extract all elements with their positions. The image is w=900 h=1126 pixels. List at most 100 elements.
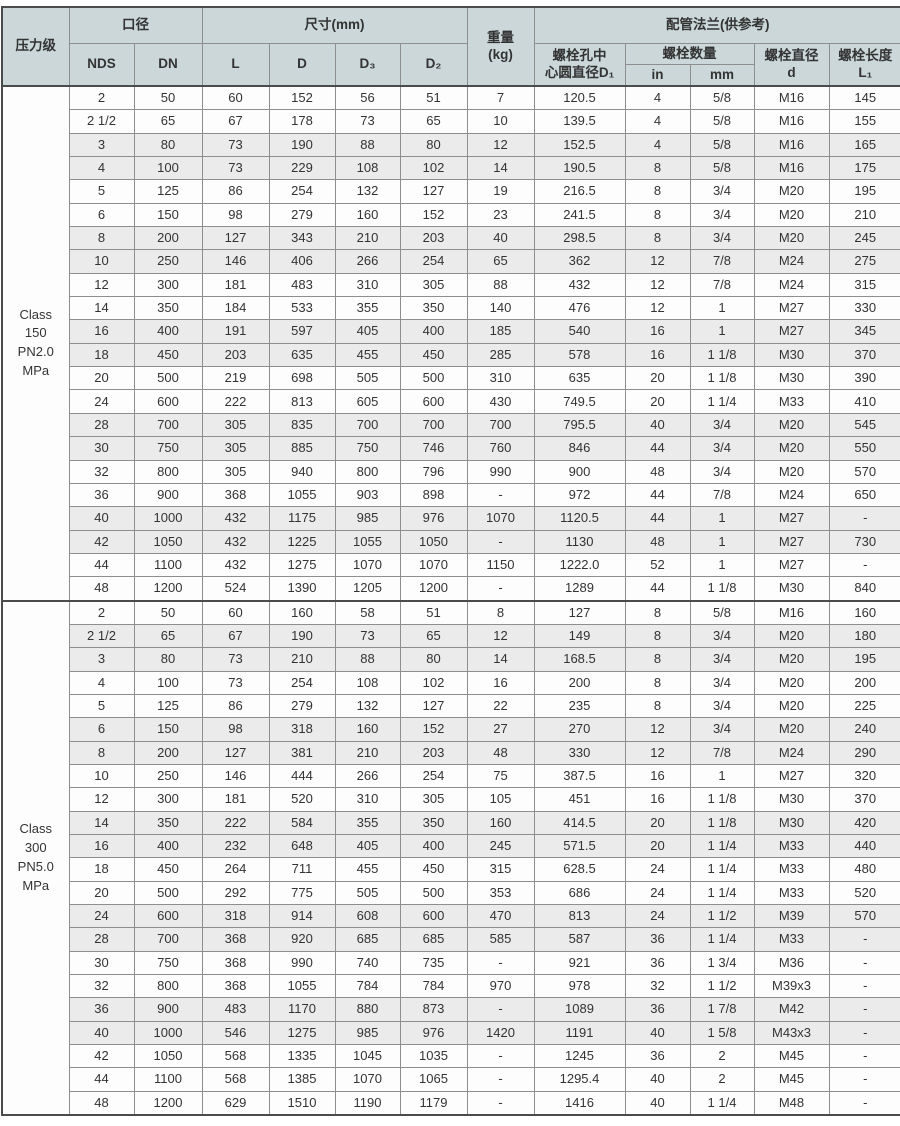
table-cell: 75 [466, 763, 535, 789]
table-cell: 315 [466, 857, 535, 882]
table-cell: 245 [828, 226, 900, 251]
table-cell: 40 [624, 1090, 691, 1116]
table-cell: 210 [334, 226, 401, 251]
table-cell: 600 [133, 904, 203, 929]
table-cell: - [828, 1067, 900, 1092]
table-cell: 245 [466, 833, 535, 859]
table-cell: M20 [753, 179, 830, 204]
table-cell: 976 [399, 1020, 468, 1046]
table-cell: 20 [68, 880, 135, 906]
table-cell: 40 [68, 1020, 135, 1046]
table-cell: 571.5 [533, 833, 626, 859]
table-row: 16 400 191 597 405 400 185 540 16 1 M27 345 [2, 319, 900, 344]
table-row: 42 1050 568 1335 1045 1035-1245 36 2 M45- [2, 1044, 900, 1069]
table-cell: 305 [399, 272, 468, 298]
pressure-class-cell: Class 150 PN2.0 MPa [1, 85, 70, 602]
table-cell: 450 [399, 342, 468, 368]
table-cell: 5 [68, 693, 135, 719]
table-cell: 65 [399, 109, 468, 134]
table-cell: 210 [828, 202, 900, 228]
table-cell: 180 [828, 623, 900, 649]
table-cell: 73 [201, 670, 270, 695]
table-cell: 165 [828, 132, 900, 158]
table-cell: 24 [624, 880, 691, 906]
table-row: 40 1000 432 1175 985 976 1070 1120.5 44 1 M27- [2, 506, 900, 531]
table-cell: 1070 [334, 552, 401, 578]
table-cell: M33 [753, 833, 830, 859]
table-cell: 1205 [334, 576, 401, 602]
table-cell: 18 [68, 857, 135, 882]
table-cell: 990 [466, 459, 535, 484]
table-cell: 3/4 [689, 717, 755, 742]
table-cell: 127 [201, 226, 270, 251]
table-cell: 3/4 [689, 693, 755, 719]
table-cell: 232 [201, 833, 270, 859]
table-cell: 195 [828, 179, 900, 204]
table-cell: 1 1/4 [689, 857, 755, 882]
table-cell: 279 [268, 693, 336, 719]
table-cell: 36 [68, 997, 135, 1022]
table-cell: 98 [201, 717, 270, 742]
table-cell: 540 [533, 319, 626, 344]
table-cell: 127 [533, 599, 626, 625]
table-cell: 100 [133, 670, 203, 695]
table-cell: 1 [689, 763, 755, 789]
table-cell: 1130 [533, 529, 626, 554]
table-cell: 27 [466, 717, 535, 742]
table-cell: 4 [68, 670, 135, 695]
table-cell: 108 [334, 670, 401, 695]
table-cell: 405 [334, 319, 401, 344]
table-row: 14 350 184 533 355 350 140 476 12 1 M27 330 [2, 296, 900, 321]
table-cell: - [828, 997, 900, 1022]
table-cell: 1390 [268, 576, 336, 602]
table-row: 24 600 222 813 605 600 430 749.5 20 1 1/4 M33 410 [2, 389, 900, 414]
table-cell: 105 [466, 787, 535, 812]
table-cell: 3/4 [689, 226, 755, 251]
table-cell: 1 1/4 [689, 1090, 755, 1116]
table-row: 8 200 127 381 210 203 48 330 12 7/8 M24 290 [2, 740, 900, 765]
table-cell: 1275 [268, 1020, 336, 1046]
table-cell: 846 [533, 436, 626, 461]
table-cell: 432 [533, 272, 626, 298]
table-cell: 44 [68, 552, 135, 578]
table-cell: 181 [201, 272, 270, 298]
table-cell: 65 [399, 623, 468, 649]
table-cell: 635 [268, 342, 336, 368]
table-cell: 350 [399, 296, 468, 321]
header-dn: DN [133, 43, 203, 87]
table-cell: 190 [268, 623, 336, 649]
table-cell: M33 [753, 857, 830, 882]
table-cell: - [466, 1090, 535, 1116]
table-row: Class 300 PN5.0 MPa 2 50 60 160 58 51 8 127 8 5/8 M… [1, 599, 900, 1116]
table-cell: 1245 [533, 1044, 626, 1069]
table-cell: - [466, 1044, 535, 1069]
table-cell: 903 [334, 482, 401, 508]
table-cell: 629 [201, 1090, 270, 1116]
table-cell: 8 [624, 647, 691, 672]
table-cell: 7 [466, 85, 535, 111]
table-cell: 80 [399, 647, 468, 672]
table-cell: 500 [133, 880, 203, 906]
table-cell: 520 [828, 880, 900, 906]
table-cell: 3/4 [689, 179, 755, 204]
table-cell: M36 [753, 950, 830, 976]
table-cell: 4 [68, 156, 135, 181]
table-cell: 20 [624, 810, 691, 836]
table-row: 2 1/2 65 67 190 73 65 12 149 8 3/4 M20 180 [2, 623, 900, 649]
table-cell: 1 1/4 [689, 880, 755, 906]
table-cell: 73 [334, 109, 401, 134]
table-cell: 450 [133, 342, 203, 368]
table-cell: 127 [201, 740, 270, 765]
table-cell: 146 [201, 249, 270, 274]
table-cell: 700 [399, 412, 468, 438]
table-cell: 200 [533, 670, 626, 695]
table-cell: 330 [533, 740, 626, 765]
table-cell: 343 [268, 226, 336, 251]
table-cell: 1 1/8 [689, 576, 755, 602]
table-cell: 3/4 [689, 412, 755, 438]
table-row: 28 700 368 920 685 685 585 587 36 1 1/4 M33- [2, 927, 900, 952]
table-cell: 42 [68, 1044, 135, 1069]
table-cell: 368 [201, 974, 270, 999]
table-cell: 570 [828, 459, 900, 484]
table-cell: 7/8 [689, 740, 755, 765]
